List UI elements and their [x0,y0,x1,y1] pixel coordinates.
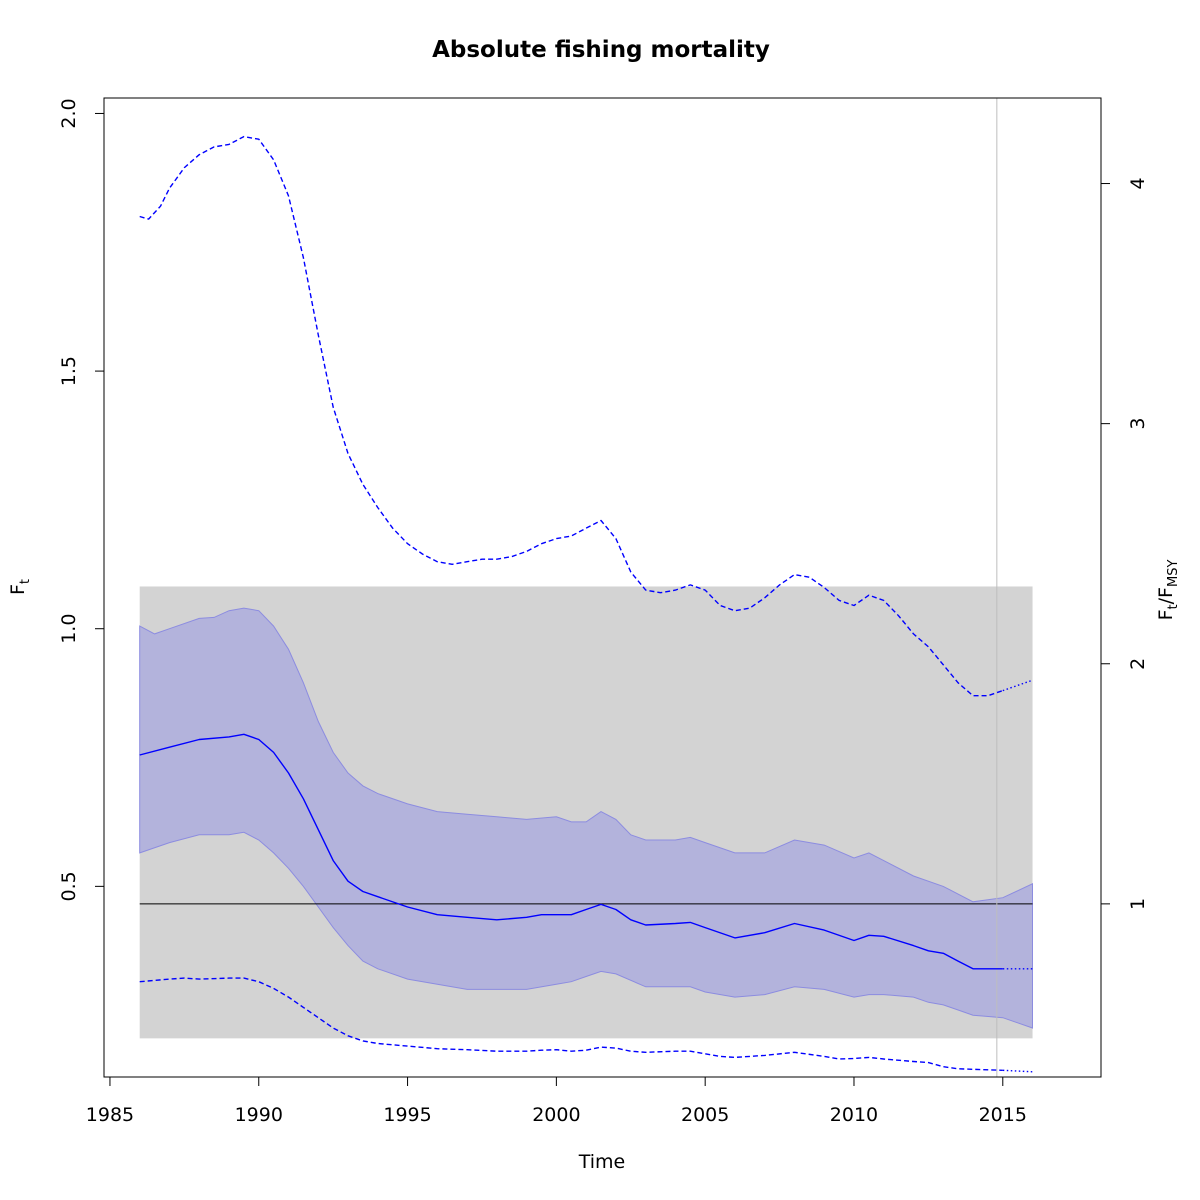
x-tick-label: 2000 [532,1104,580,1126]
outer-lower-line [139,977,1003,1071]
x-tick-label: 1990 [235,1104,283,1126]
outer-upper-line [139,135,1004,697]
y2-tick-label: 3 [1127,418,1149,430]
confidence-band [139,607,1033,1029]
x-tick-label: 1985 [86,1104,134,1126]
x-tick-label: 2005 [681,1104,729,1126]
y-tick-label: 1.5 [58,356,80,386]
y2-tick-label: 4 [1127,177,1149,189]
plot-area [139,98,1033,1077]
y2-axis-label: Ft/FMSY [1155,560,1181,621]
x-axis-label: Time [578,1151,626,1173]
outer-upper-forecast-line [1002,679,1033,692]
y-axis-label: Ft [7,579,33,595]
y-tick-label: 0.5 [58,871,80,901]
axes: 1985 1990 1995 2000 2005 2010 2015 0.5 1.0 1.5 2.0… [58,98,1149,1126]
chart-title: Absolute fishing mortality [432,37,770,63]
x-tick-label: 2015 [979,1104,1027,1126]
y-tick-label: 1.0 [58,614,80,644]
x-tick-label: 1995 [383,1104,431,1126]
y-tick-label: 2.0 [58,98,80,128]
x-tick-label: 2010 [830,1104,878,1126]
outer-lower-forecast-line [1002,1069,1033,1073]
y2-tick-label: 1 [1127,898,1149,910]
y2-tick-label: 2 [1127,658,1149,670]
estimate-line [139,733,1003,970]
